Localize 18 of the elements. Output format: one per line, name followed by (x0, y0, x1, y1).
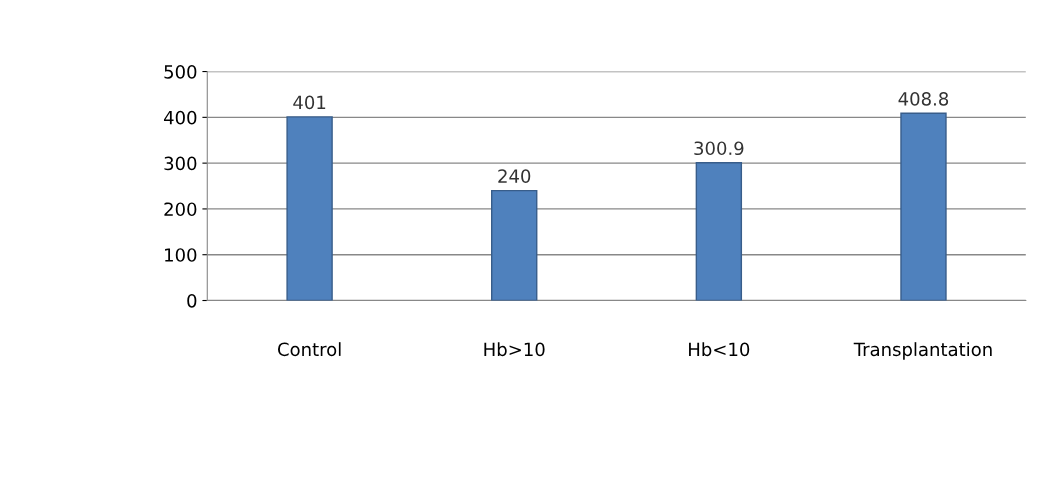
x-tick-label: Hb>10 (484, 342, 545, 357)
y-tick-label: 100 (165, 248, 197, 262)
x-tick-label: Hb<10 (689, 342, 750, 357)
x-tick-label: Transplantation (853, 342, 992, 360)
data-label: 401 (293, 95, 326, 110)
y-tick-label: 0 (187, 293, 197, 308)
bar (900, 112, 947, 301)
bar (491, 189, 538, 301)
y-tick-label: 200 (164, 202, 197, 217)
data-label: 240 (498, 169, 531, 183)
data-label: 408.8 (898, 91, 949, 106)
y-tick-label: 300 (164, 156, 197, 171)
bar (286, 116, 333, 301)
y-tick-label: 500 (164, 65, 197, 79)
y-tick-label: 400 (163, 110, 197, 125)
bar (695, 162, 743, 301)
x-tick-label: Control (277, 342, 341, 357)
data-label: 300.9 (694, 141, 744, 156)
